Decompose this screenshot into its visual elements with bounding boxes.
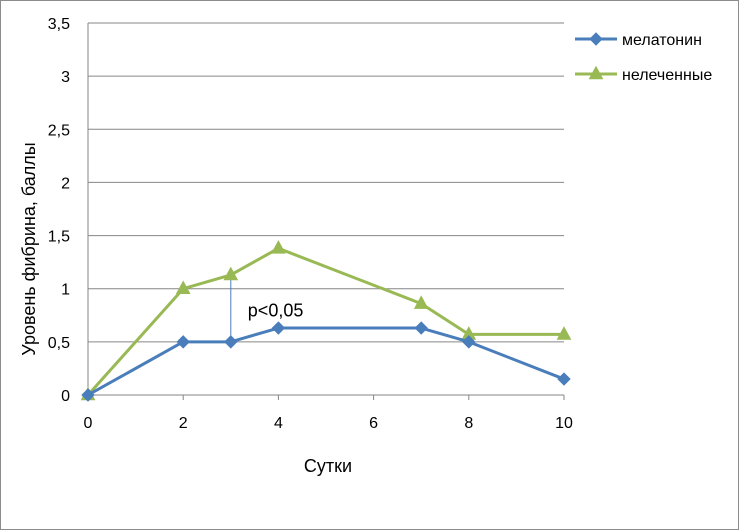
y-tick-label: 2,5 (48, 122, 70, 139)
series-line (87, 326, 565, 397)
tick-labels: 0 0,5 1 1,5 2 2,5 3 3,5 0 2 4 6 8 10 (48, 16, 573, 432)
x-tick-label: 6 (369, 415, 378, 432)
data-point (462, 335, 476, 349)
data-point (271, 321, 286, 335)
data-point (556, 326, 572, 340)
annotations: p<0,05 (230, 274, 304, 342)
y-tick-label: 1 (61, 282, 70, 299)
series-melatonin (81, 321, 571, 402)
x-tick-label: 8 (464, 415, 473, 432)
x-tick-label: 2 (179, 415, 188, 432)
series-layer (80, 240, 572, 402)
legend-marker (588, 65, 604, 80)
legend-label: нелеченные (622, 67, 712, 84)
data-point (414, 321, 428, 335)
data-point (176, 335, 190, 349)
series-line (86, 246, 564, 397)
data-point (223, 266, 239, 281)
data-point (413, 295, 429, 309)
y-tick-label: 2 (61, 175, 70, 192)
legend-marker (589, 32, 603, 46)
y-tick-label: 0,5 (48, 335, 70, 352)
axes (87, 23, 565, 400)
data-point (81, 388, 95, 402)
x-tick-label: 10 (555, 415, 573, 432)
y-tick-label: 1,5 (48, 229, 70, 246)
data-point (175, 280, 191, 295)
data-point (271, 240, 286, 254)
legend-entry: мелатонин (575, 32, 702, 49)
x-tick-label: 0 (84, 415, 93, 432)
y-tick-label: 3 (61, 69, 70, 86)
y-tick-label: 0 (61, 388, 70, 405)
legend: мелатонин нелеченные (575, 32, 712, 84)
legend-entry: нелеченные (575, 65, 712, 84)
y-axis-title: Уровень фибрина, баллы (19, 142, 39, 355)
x-axis-title: Сутки (304, 456, 352, 476)
legend-label: мелатонин (622, 32, 702, 49)
data-point (224, 335, 238, 349)
significance-label: p<0,05 (248, 300, 304, 320)
gridlines (88, 22, 564, 343)
x-tick-label: 4 (274, 415, 283, 432)
series-untreated (80, 240, 572, 401)
y-tick-label: 3,5 (48, 16, 70, 33)
data-point (557, 372, 571, 386)
